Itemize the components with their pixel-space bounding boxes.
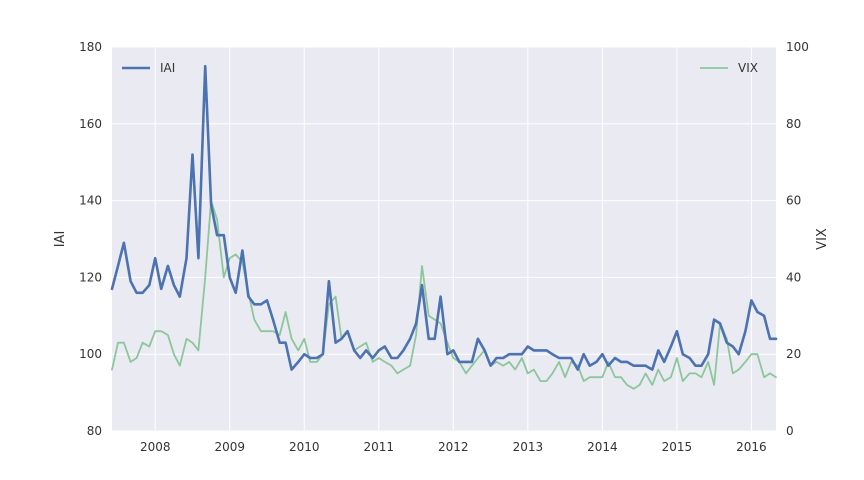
y-left-tick-label: 100	[79, 347, 102, 361]
y-right-tick-label: 80	[786, 117, 801, 131]
y-axis-left-title: IAI	[53, 231, 68, 248]
x-tick-label: 2009	[214, 440, 245, 454]
y-right-tick-label: 40	[786, 270, 801, 284]
y-right-tick-label: 100	[786, 40, 809, 54]
tick-labels: 80 100 120 140 160 180 0 20 40 60 80 100 2008 2009 201…	[79, 40, 809, 454]
x-tick-label: 2015	[662, 440, 693, 454]
x-tick-label: 2013	[513, 440, 544, 454]
x-tick-label: 2008	[140, 440, 171, 454]
x-tick-label: 2011	[364, 440, 395, 454]
legend-vix-label: VIX	[738, 61, 758, 75]
x-tick-label: 2016	[736, 440, 767, 454]
grid	[112, 46, 776, 432]
y-left-tick-label: 140	[79, 194, 102, 208]
y-right-tick-label: 60	[786, 194, 801, 208]
y-left-tick-label: 180	[79, 40, 102, 54]
y-left-tick-label: 160	[79, 117, 102, 131]
legend-vix: VIX	[700, 61, 758, 75]
y-axis-right-title: VIX	[815, 228, 830, 250]
x-tick-label: 2012	[438, 440, 469, 454]
x-tick-label: 2014	[587, 440, 618, 454]
x-tick-label: 2010	[289, 440, 320, 454]
y-left-tick-label: 80	[87, 424, 102, 438]
legend-iai-label: IAI	[160, 61, 175, 75]
legend-iai: IAI	[122, 61, 175, 75]
plot-area	[112, 47, 776, 431]
y-right-tick-label: 20	[786, 347, 801, 361]
series-line-iai	[110, 64, 778, 371]
y-right-tick-label: 0	[786, 424, 794, 438]
series-layer	[110, 64, 778, 390]
y-left-tick-label: 120	[79, 270, 102, 284]
